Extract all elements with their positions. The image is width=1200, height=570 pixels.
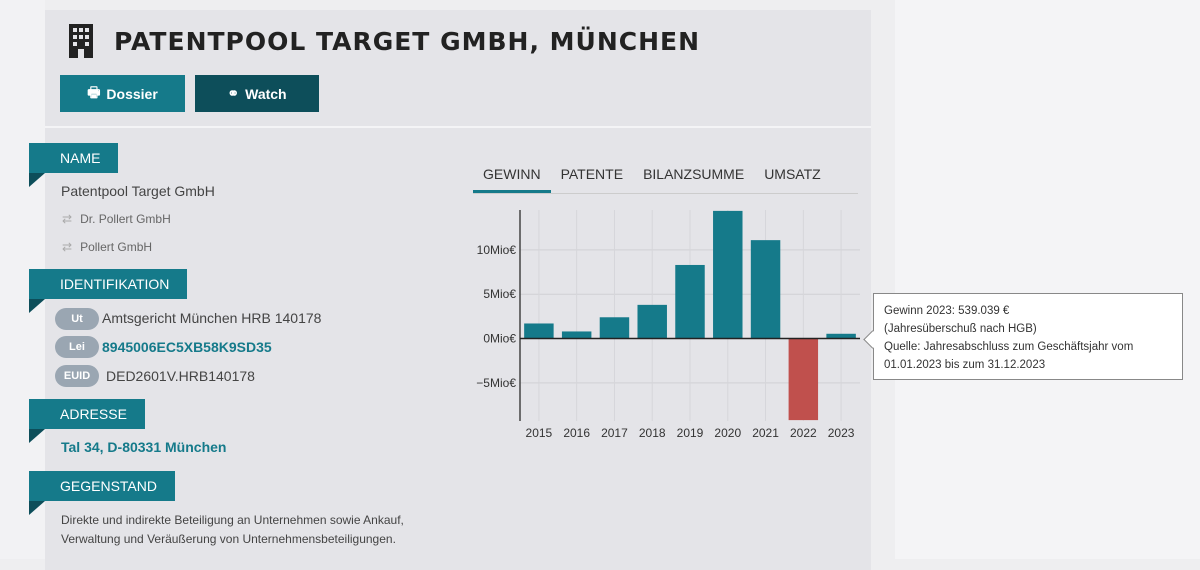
chart-tabs: GEWINN PATENTE BILANZSUMME UMSATZ bbox=[473, 166, 831, 193]
watch-button[interactable]: ⚭ Watch bbox=[195, 75, 319, 112]
bar bbox=[826, 333, 856, 339]
x-tick-label: 2015 bbox=[526, 426, 553, 440]
alias-item: ⇄ Dr. Pollert GmbH bbox=[62, 212, 171, 226]
tooltip-source: Quelle: Jahresabschluss zum Geschäftsjah… bbox=[884, 341, 1134, 353]
section-name-header: NAME bbox=[29, 143, 119, 173]
bar bbox=[637, 304, 667, 339]
x-tick-label: 2018 bbox=[639, 426, 666, 440]
x-tick-label: 2023 bbox=[828, 426, 855, 440]
tab-umsatz[interactable]: UMSATZ bbox=[764, 166, 821, 182]
bar bbox=[713, 210, 743, 339]
purpose-line: Verwaltung und Veräußerung von Unternehm… bbox=[61, 532, 396, 546]
swap-icon: ⇄ bbox=[62, 212, 73, 226]
euid-value: DED2601V.HRB140178 bbox=[106, 368, 255, 384]
section-gegenstand-header: GEGENSTAND bbox=[29, 471, 175, 501]
tooltip-note: (Jahresüberschuß nach HGB) bbox=[884, 323, 1037, 335]
company-name: Patentpool Target GmbH bbox=[61, 183, 215, 199]
x-tick-label: 2019 bbox=[677, 426, 704, 440]
bar bbox=[561, 331, 592, 339]
swap-icon: ⇄ bbox=[62, 240, 73, 254]
y-tick-label: −5Mio€ bbox=[476, 376, 516, 390]
bar bbox=[524, 323, 554, 339]
tab-bilanzsumme[interactable]: BILANZSUMME bbox=[643, 166, 745, 182]
building-icon bbox=[69, 24, 93, 58]
address-link[interactable]: Tal 34, D-80331 München bbox=[61, 439, 227, 455]
tooltip-value: Gewinn 2023: 539.039 € bbox=[884, 305, 1010, 317]
id-tag: Ut bbox=[55, 308, 99, 330]
dossier-button[interactable]: 🖶 Dossier bbox=[60, 75, 185, 112]
lei-link[interactable]: 8945006EC5XB58K9SD35 bbox=[102, 339, 272, 355]
x-tick-label: 2020 bbox=[714, 426, 741, 440]
right-panel bbox=[895, 0, 1200, 559]
binoculars-icon: ⚭ bbox=[227, 85, 240, 101]
register-value: Amtsgericht München HRB 140178 bbox=[102, 310, 322, 326]
tab-gewinn[interactable]: GEWINN bbox=[473, 166, 551, 193]
y-tick-label: 10Mio€ bbox=[477, 243, 517, 257]
x-tick-label: 2016 bbox=[563, 426, 590, 440]
tab-patente[interactable]: PATENTE bbox=[560, 166, 624, 182]
bar bbox=[788, 338, 819, 421]
divider bbox=[45, 126, 871, 128]
chart-tooltip: Gewinn 2023: 539.039 € (Jahresüberschuß … bbox=[873, 293, 1183, 380]
bar bbox=[675, 264, 705, 339]
section-adresse-header: ADRESSE bbox=[29, 399, 145, 429]
id-tag: EUID bbox=[55, 365, 99, 387]
id-tag: Lei bbox=[55, 336, 99, 358]
page-title: PATENTPOOL TARGET GMBH, MÜNCHEN bbox=[114, 26, 701, 56]
purpose-line: Direkte und indirekte Beteiligung an Unt… bbox=[61, 513, 404, 527]
x-tick-label: 2022 bbox=[790, 426, 817, 440]
bar bbox=[599, 317, 630, 339]
y-tick-label: 5Mio€ bbox=[483, 287, 516, 301]
y-tick-label: 0Mio€ bbox=[483, 332, 516, 346]
tab-underline bbox=[473, 193, 858, 194]
x-tick-label: 2021 bbox=[752, 426, 779, 440]
section-identifikation-header: IDENTIFIKATION bbox=[29, 269, 188, 299]
page-header: PATENTPOOL TARGET GMBH, MÜNCHEN bbox=[68, 24, 700, 58]
alias-item: ⇄ Pollert GmbH bbox=[62, 240, 153, 254]
printer-icon: 🖶 bbox=[87, 83, 101, 100]
x-tick-label: 2017 bbox=[601, 426, 628, 440]
tooltip-period: 01.01.2023 bis zum 31.12.2023 bbox=[884, 359, 1046, 371]
bar bbox=[750, 240, 781, 339]
